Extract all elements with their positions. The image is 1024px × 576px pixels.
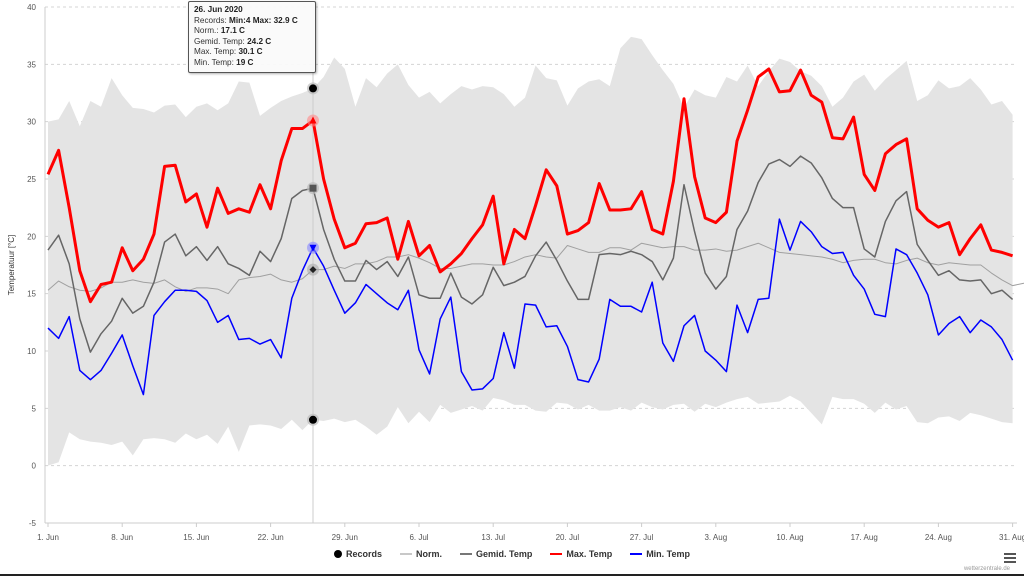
tooltip-max-label: Max. Temp: <box>194 47 239 57</box>
y-tick-label: 5 <box>32 404 37 413</box>
y-tick-label: 20 <box>27 232 36 241</box>
tooltip-gemid-label: Gemid. Temp: <box>194 36 248 46</box>
x-tick-label: 20. Jul <box>556 533 580 542</box>
legend-item-min[interactable]: Min. Temp <box>630 549 690 559</box>
y-tick-label: 0 <box>32 462 37 471</box>
legend-label: Max. Temp <box>566 549 613 559</box>
gemid-line-icon <box>460 553 472 555</box>
records-area <box>48 36 1013 466</box>
legend-item-gemid[interactable]: Gemid. Temp <box>460 549 532 559</box>
legend-item-records[interactable]: Records <box>333 549 382 559</box>
y-tick-label: 10 <box>27 347 36 356</box>
y-tick-label: 35 <box>27 60 36 69</box>
x-tick-label: 8. Jun <box>111 533 133 542</box>
max-marker <box>309 116 317 124</box>
norm-line <box>47 242 1024 295</box>
tooltip-norm-label: Norm.: <box>194 26 221 36</box>
max-line-icon <box>550 553 563 555</box>
y-tick-label: 40 <box>27 3 36 12</box>
tooltip-norm-value: 17.1 C <box>220 26 245 36</box>
hamburger-icon[interactable] <box>1004 553 1016 563</box>
x-tick-label: 10. Aug <box>776 533 803 542</box>
tooltip-min-value: 19 C <box>236 57 254 67</box>
norm-line-icon <box>399 553 412 555</box>
legend-label: Gemid. Temp <box>476 549 533 559</box>
legend-item-max[interactable]: Max. Temp <box>550 549 612 559</box>
tooltip-date: 26. Jun 2020 <box>194 5 243 14</box>
x-tick-label: 27. Jul <box>630 533 654 542</box>
credit: wetterzentrale.de <box>963 566 1010 572</box>
legend-label: Norm. <box>415 549 442 559</box>
y-tick-label: -5 <box>29 519 37 528</box>
x-tick-label: 15. Jun <box>183 533 209 542</box>
x-tick-label: 13. Jul <box>481 533 505 542</box>
legend-item-norm[interactable]: Norm. <box>399 549 442 559</box>
x-tick-label: 3. Aug <box>704 533 727 542</box>
tooltip-min-label: Min. Temp: <box>194 57 237 67</box>
y-tick-label: 30 <box>27 118 36 127</box>
tooltip-records-value: Min:4 Max: 32.9 C <box>229 15 298 25</box>
tooltip-max-value: 30.1 C <box>238 47 263 57</box>
x-tick-label: 22. Jun <box>257 533 283 542</box>
legend-label: Min. Temp <box>646 549 691 559</box>
y-axis-title: Temperatuur [°C] <box>7 235 16 296</box>
legend: Records Norm. Gemid. Temp Max. Temp Min.… <box>0 549 1024 559</box>
tooltip-records-label: Records: <box>194 15 230 25</box>
min-marker <box>309 244 317 252</box>
temperature-chart: -5 0 5 10 15 20 25 30 35 40 Temperatuur [°C] 1. Jun… <box>7 3 1024 542</box>
tooltip-gemid-value: 24.2 C <box>247 36 272 46</box>
gemid-line <box>47 155 1014 353</box>
records-dot-icon <box>333 550 342 558</box>
x-tick-label: 29. Jun <box>332 533 358 542</box>
legend-label: Records <box>345 549 382 559</box>
norm-marker <box>309 266 317 274</box>
gemid-marker <box>309 184 317 192</box>
max-line <box>46 67 1014 304</box>
x-tick-label: 1. Jun <box>37 533 59 542</box>
min-line-icon <box>630 553 643 555</box>
x-tick-label: 17. Aug <box>851 533 878 542</box>
bottom-bar <box>0 574 1024 576</box>
record-marker <box>309 415 317 424</box>
record-marker <box>309 84 317 93</box>
y-tick-label: 25 <box>27 175 36 184</box>
tooltip: 26. Jun 2020 Records: Min:4 Max: 32.9 C … <box>188 1 316 73</box>
y-tick-label: 15 <box>27 290 36 299</box>
x-tick-label: 24. Aug <box>925 533 952 542</box>
min-line <box>47 218 1014 396</box>
x-tick-label: 31. Aug <box>999 533 1024 542</box>
x-tick-label: 6. Jul <box>409 533 428 542</box>
